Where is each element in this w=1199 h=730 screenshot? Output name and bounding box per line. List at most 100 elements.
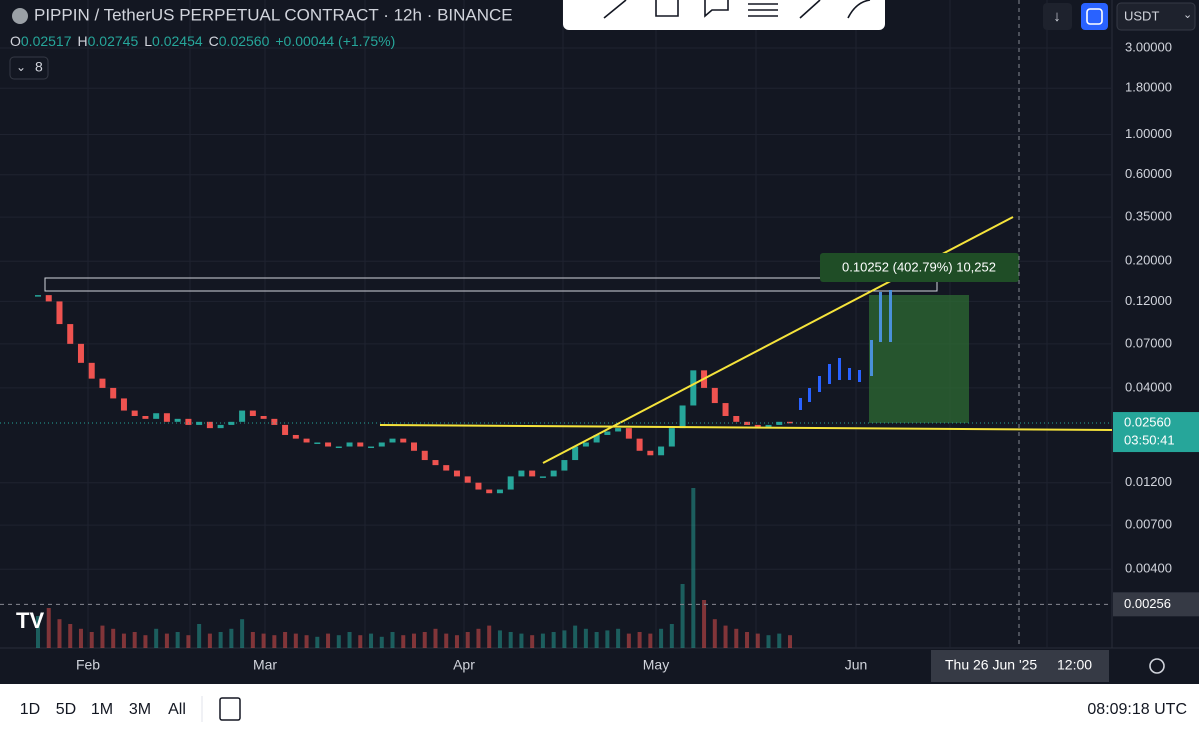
chevron: ⌄: [16, 60, 26, 74]
candle: [196, 421, 203, 425]
projection-bar: [818, 376, 821, 392]
candle: [464, 476, 471, 483]
support-line[interactable]: [379, 424, 1113, 431]
clock: 08:09:18 UTC: [1087, 701, 1187, 718]
candle: [99, 378, 106, 388]
range-button[interactable]: 3M: [129, 701, 151, 718]
volume-bar: [293, 633, 298, 648]
crosshair-clock: 12:00: [1057, 657, 1092, 673]
candle: [153, 413, 160, 419]
volume-bar: [218, 632, 223, 648]
candle: [174, 418, 181, 422]
candle: [507, 476, 514, 490]
volume-bar: [723, 625, 728, 648]
volume-bar: [465, 632, 470, 648]
volume-bar: [422, 632, 427, 648]
tool-line[interactable]: [603, 0, 627, 19]
volume-bar: [336, 635, 341, 648]
volume-bar: [132, 632, 137, 648]
x-tick-label: Feb: [76, 657, 100, 673]
countdown: 03:50:41: [1124, 432, 1175, 447]
candle: [260, 415, 267, 419]
candle: [110, 387, 117, 399]
date-range-icon[interactable]: [219, 697, 241, 721]
scroll-icon: ↓: [1053, 8, 1061, 25]
volume-bar: [669, 624, 674, 648]
autoscale-button[interactable]: [1081, 3, 1108, 30]
candle: [325, 442, 332, 447]
candle: [35, 295, 41, 297]
tool-arrow[interactable]: [799, 0, 821, 19]
tool-callout[interactable]: [704, 0, 729, 18]
candle: [185, 418, 192, 425]
ohlc-value: 0.02560: [219, 33, 270, 49]
volume-bar: [519, 633, 524, 648]
ohlc-value: 0.02745: [88, 33, 139, 49]
volume-bar: [734, 628, 739, 648]
candle: [131, 410, 138, 416]
ohlc-value: 0.02454: [152, 33, 203, 49]
volume-bar: [315, 636, 320, 648]
range-box[interactable]: [44, 277, 938, 292]
volume-bar: [412, 633, 416, 648]
volume-bar: [154, 628, 159, 648]
volume-bar: [121, 633, 126, 648]
range-button[interactable]: 5D: [56, 701, 76, 718]
volume-bar: [326, 633, 331, 648]
candle: [67, 324, 74, 344]
candle: [496, 489, 503, 494]
scroll-button[interactable]: [1043, 3, 1072, 30]
currency-select[interactable]: [1116, 2, 1196, 31]
crosshair-time-box: [931, 650, 1109, 682]
x-tick-label: Jun: [845, 657, 868, 673]
indicator-count: 8: [35, 59, 43, 75]
range-button[interactable]: 1M: [91, 701, 113, 718]
candle: [314, 442, 321, 444]
ohlc-change: +0.00044 (+1.75%): [275, 33, 395, 49]
candle: [593, 434, 600, 443]
ohlc: O0.02517 H0.02745 L0.02454 C0.02560 +0.00044…: [10, 33, 395, 49]
volume-bar: [143, 635, 148, 648]
candle: [539, 476, 546, 478]
volume-bar: [637, 632, 642, 648]
volume-bar: [508, 632, 513, 648]
volume-bar: [659, 628, 664, 648]
candle: [56, 301, 63, 325]
volume-bar: [702, 600, 707, 648]
candle: [765, 424, 772, 429]
range-button[interactable]: 1D: [20, 701, 40, 718]
volume-bar: [36, 616, 40, 648]
candle: [668, 428, 675, 447]
range-button[interactable]: All: [168, 701, 186, 718]
volume-bar: [562, 630, 567, 648]
target-zone[interactable]: [869, 295, 969, 423]
tool-brush[interactable]: [847, 0, 871, 19]
tool-rect[interactable]: [655, 0, 679, 17]
candle: [572, 446, 579, 461]
projection: [799, 290, 892, 410]
volume-bar: [497, 630, 502, 648]
volume-bar: [691, 488, 696, 648]
y-tick-label: 1.00000: [1125, 126, 1172, 141]
candle: [282, 424, 289, 435]
last-price: 0.02560: [1124, 414, 1171, 429]
y-tick-label: 0.07000: [1125, 335, 1172, 350]
volume-bar: [283, 632, 288, 648]
candle: [217, 424, 224, 429]
candle: [271, 418, 278, 425]
volume-bar: [680, 584, 685, 648]
tool-fib[interactable]: [748, 3, 778, 17]
volume-bar: [379, 636, 384, 648]
candle: [142, 415, 149, 419]
y-tick-label: 0.00700: [1125, 517, 1172, 532]
indicator-toggle[interactable]: [9, 56, 49, 80]
candle: [378, 442, 385, 447]
volume-bar: [78, 628, 83, 648]
settings-icon[interactable]: [1149, 658, 1165, 674]
y-tick-label: 0.00400: [1125, 561, 1172, 576]
projection-bar: [858, 370, 861, 382]
y-tick-label: 0.20000: [1125, 253, 1172, 268]
projection-bar: [870, 340, 873, 376]
candle: [303, 438, 310, 443]
projection-bar: [838, 358, 841, 380]
